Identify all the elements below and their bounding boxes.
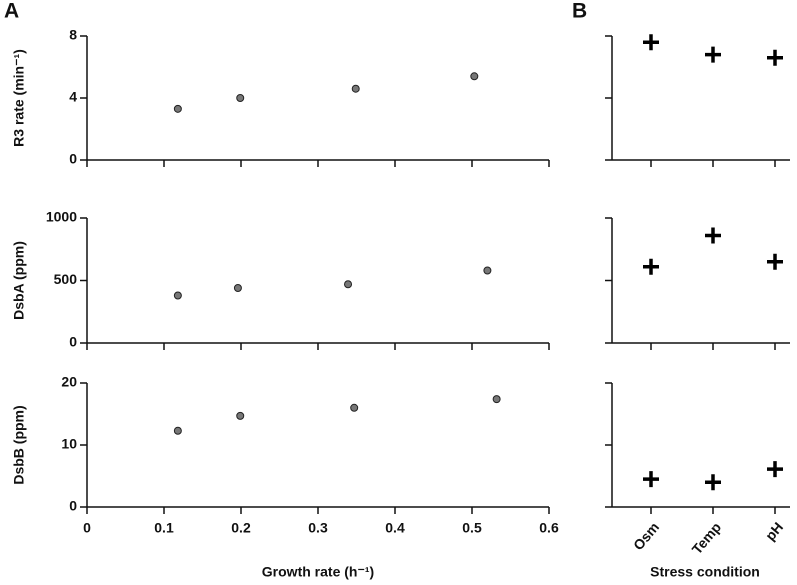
y-tick-label: 0: [69, 334, 77, 350]
x-tick-label: 0.1: [154, 520, 174, 536]
point: [236, 94, 245, 102]
point: [236, 411, 245, 420]
plus-marker: [705, 227, 721, 244]
plus-marker: [643, 34, 659, 51]
y-axis-label: DsbA (ppm): [11, 241, 27, 320]
point: [492, 395, 501, 404]
y-tick-label: 0: [69, 151, 77, 167]
plus-marker: [705, 474, 721, 491]
x-tick-label: Temp: [689, 519, 725, 557]
point: [173, 291, 182, 300]
y-tick-label: 10: [61, 436, 77, 452]
point: [173, 104, 182, 113]
y-axis-label: R3 rate (min⁻¹): [11, 49, 27, 147]
y-tick-label: 0: [69, 498, 77, 514]
y-tick-label: 8: [69, 27, 77, 43]
plus-marker: [767, 253, 783, 270]
x-tick-label: 0.2: [231, 520, 251, 536]
plus-marker: [643, 471, 659, 488]
point: [344, 280, 353, 289]
x-tick-label: Osm: [630, 519, 662, 553]
point: [351, 84, 360, 93]
point: [350, 403, 359, 412]
x-tick-label: pH: [762, 519, 786, 544]
plus-marker: [767, 49, 783, 66]
x-tick-label: 0.4: [385, 520, 405, 536]
point: [173, 426, 182, 435]
x-axis-label: Stress condition: [650, 564, 760, 580]
plus-marker: [705, 46, 721, 63]
x-axis-label: Growth rate (h⁻¹): [262, 564, 374, 580]
plus-marker: [643, 258, 659, 275]
x-tick-label: 0.3: [308, 520, 328, 536]
x-tick-label: 0: [83, 520, 91, 536]
plus-marker: [767, 461, 783, 478]
y-tick-label: 1000: [46, 209, 77, 225]
y-tick-label: 4: [69, 89, 77, 105]
point: [470, 72, 479, 81]
y-tick-label: 500: [54, 271, 78, 287]
panel-label: A: [4, 0, 19, 23]
x-tick-label: 0.5: [462, 520, 482, 536]
y-tick-label: 20: [61, 374, 77, 390]
panel-label: B: [572, 0, 587, 23]
x-tick-label: 0.6: [539, 520, 559, 536]
point: [483, 266, 492, 275]
point: [233, 284, 242, 292]
y-axis-label: DsbB (ppm): [11, 405, 27, 484]
